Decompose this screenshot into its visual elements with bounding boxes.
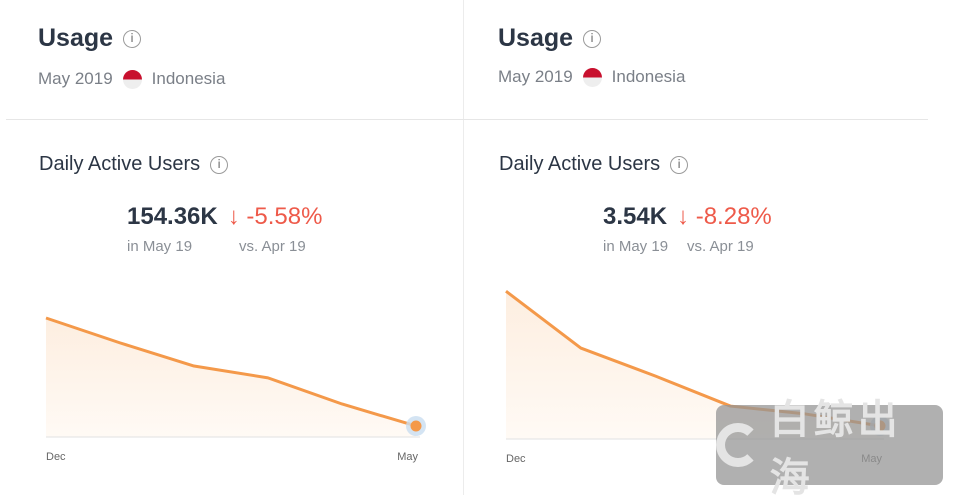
info-icon[interactable]: i bbox=[123, 29, 142, 48]
watermark-logo: 白鲸出海 bbox=[716, 398, 943, 500]
panel-title: Usage i bbox=[498, 24, 602, 53]
usage-panel-1: Usage i May 2019 Indonesia Daily Active Us… bbox=[0, 0, 460, 495]
dau-chart: Dec May bbox=[45, 316, 426, 463]
panel-title: Usage i bbox=[38, 24, 142, 53]
x-tick-label: Dec bbox=[506, 453, 526, 465]
info-icon[interactable]: i bbox=[670, 155, 689, 174]
kpi: 154.36K ↓ -5.58% bbox=[127, 203, 322, 231]
kpi-change: ↓ -5.58% bbox=[227, 203, 323, 230]
last-point-marker bbox=[410, 420, 422, 432]
info-icon[interactable]: i bbox=[210, 155, 229, 174]
kpi-value: 154.36K bbox=[127, 203, 218, 230]
panel-subtitle: May 2019 Indonesia bbox=[498, 67, 686, 87]
indonesia-flag-icon bbox=[122, 69, 142, 89]
kpi-value-label: in May 19 bbox=[603, 238, 669, 255]
panel-subtitle: May 2019 Indonesia bbox=[38, 69, 226, 89]
panel-divider bbox=[463, 0, 464, 495]
usage-panel-2: Usage i May 2019 Indonesia Daily Active Us… bbox=[460, 0, 920, 495]
chart-area bbox=[506, 291, 880, 439]
metric-title: Daily Active Users i bbox=[499, 153, 689, 176]
kpi-change: ↓ -8.28% bbox=[677, 203, 772, 230]
kpi: 3.54K ↓ -8.28% bbox=[603, 203, 772, 231]
kpi-change-label: vs. Apr 19 bbox=[687, 238, 754, 255]
chart-area bbox=[46, 318, 416, 437]
header-divider bbox=[6, 119, 928, 120]
kpi-change-label: vs. Apr 19 bbox=[239, 238, 306, 255]
kpi-value-label: in May 19 bbox=[127, 238, 193, 255]
kpi-value: 3.54K bbox=[603, 203, 668, 230]
logo-icon bbox=[716, 423, 760, 467]
x-tick-label: Dec bbox=[46, 451, 66, 463]
chart-line bbox=[45, 316, 417, 428]
indonesia-flag-icon bbox=[582, 67, 602, 87]
x-tick-label: May bbox=[397, 451, 418, 463]
info-icon[interactable]: i bbox=[583, 29, 602, 48]
metric-title: Daily Active Users i bbox=[39, 153, 229, 176]
